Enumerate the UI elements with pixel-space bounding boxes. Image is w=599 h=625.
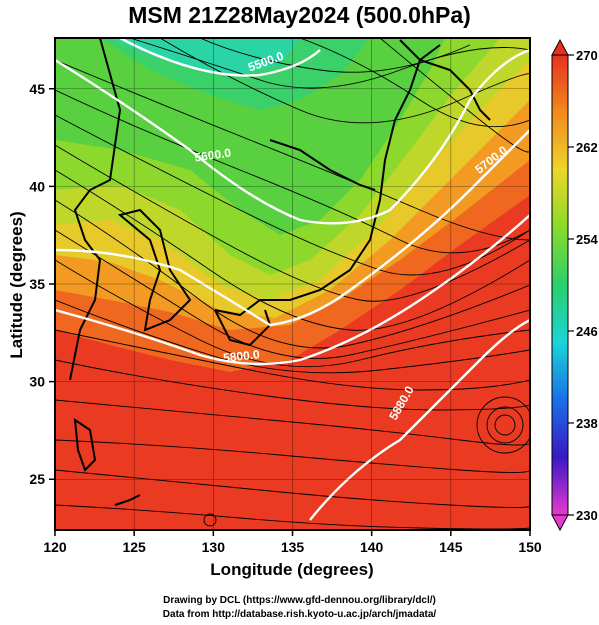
contour-label: 5600.0: [194, 146, 233, 165]
x-tick-label: 120: [43, 539, 67, 555]
x-tick-label: 135: [281, 539, 305, 555]
taiwan: [73, 417, 97, 472]
colorbar-tick-label: 270: [576, 48, 598, 63]
footer-credit-data: Data from http://database.rish.kyoto-u.a…: [162, 609, 437, 620]
x-tick-label: 145: [439, 539, 463, 555]
colorbar-bottom-arrow: [551, 514, 569, 532]
kyushu-shikoku: [214, 309, 272, 347]
coastlines: [69, 38, 491, 506]
x-tick-label: 130: [202, 539, 226, 555]
contour-5700: [55, 129, 530, 327]
colorbar-top-arrow: [551, 38, 569, 56]
colorbar-bar: [551, 54, 569, 516]
y-tick-label: 45: [29, 81, 45, 97]
chart-title: MSM 21Z28May2024 (500.0hPa): [128, 2, 471, 28]
x-axis: 120 125 130 135 140 145 150: [43, 530, 542, 555]
colorbar: 270 262 254 246 238 230: [551, 38, 598, 532]
hokkaido: [399, 39, 491, 121]
colorbar-ticks: 270 262 254 246 238 230: [568, 48, 598, 523]
x-tick-label: 125: [122, 539, 146, 555]
contour-5800: [55, 214, 530, 366]
contour-label: 5800.0: [222, 347, 260, 365]
y-tick-label: 30: [29, 374, 45, 390]
korea-peninsula: [117, 208, 192, 332]
y-tick-label: 35: [29, 276, 45, 292]
colorbar-tick-label: 230: [576, 508, 598, 523]
china-coast: [69, 38, 122, 381]
y-tick-label: 25: [29, 471, 45, 487]
colorbar-tick-label: 246: [576, 324, 598, 339]
contour-5500: [119, 38, 321, 77]
contour-5600: [55, 48, 530, 225]
y-axis-title: Latitude (degrees): [7, 211, 26, 358]
y-tick-label: 40: [29, 178, 45, 194]
japan-honshu: [214, 44, 441, 317]
colorbar-tick-label: 254: [576, 232, 598, 247]
colorbar-tick-label: 238: [576, 416, 598, 431]
y-axis: 25 30 35 40 45: [29, 81, 55, 487]
x-tick-label: 150: [518, 539, 542, 555]
colorbar-tick-label: 262: [576, 140, 598, 155]
gridlines: [55, 38, 530, 530]
wind-streamlines: [55, 38, 530, 530]
footer-credit-dcl: Drawing by DCL (https://www.gfd-dennou.o…: [163, 595, 436, 606]
x-axis-title: Longitude (degrees): [210, 560, 373, 579]
x-tick-label: 140: [360, 539, 384, 555]
ryukyu-islands: [114, 494, 141, 506]
